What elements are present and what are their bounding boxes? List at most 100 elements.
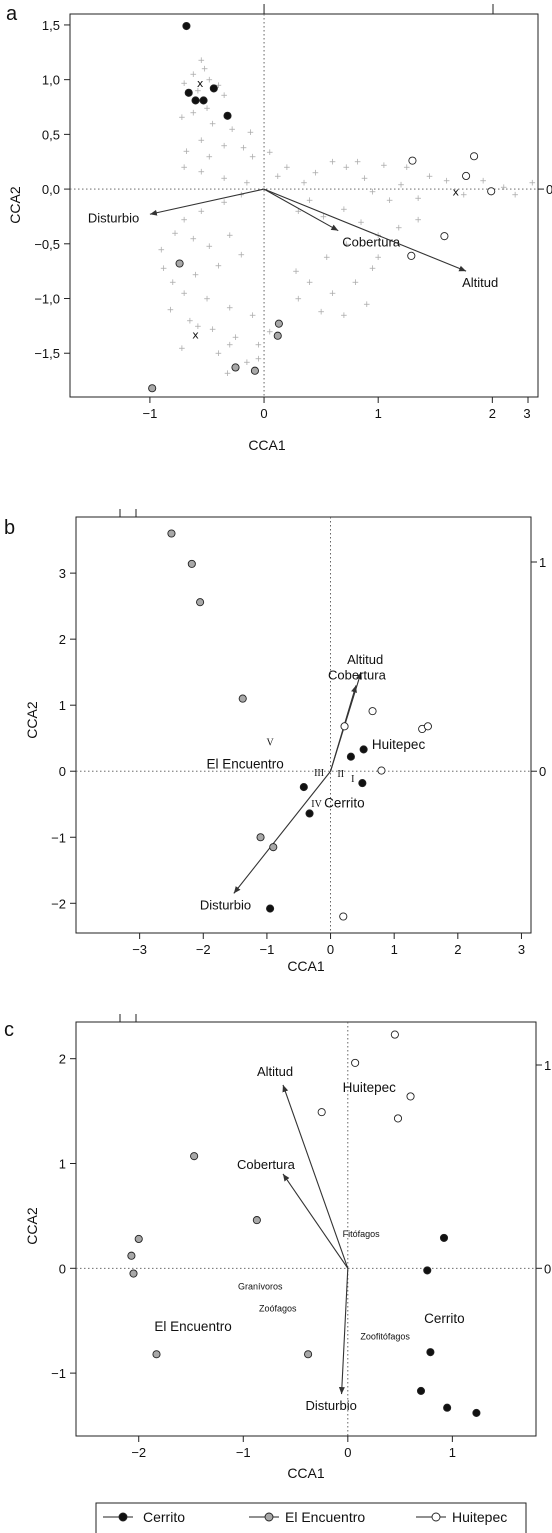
site-point-el-encuentro (152, 1350, 161, 1359)
species-point: + (180, 216, 188, 226)
y-tick-label: −1 (51, 1366, 66, 1381)
species-point: + (479, 176, 487, 186)
site-point-huitepec (470, 152, 479, 161)
y-tick-label: 2 (59, 632, 66, 647)
x-tick-label: 1 (449, 1445, 456, 1460)
site-point-huitepec (462, 171, 471, 181)
y-axis-label: CCA2 (24, 701, 40, 739)
site-point-huitepec (407, 251, 416, 260)
site-point-el-encuentro (127, 1251, 136, 1260)
panel-letter: a (6, 3, 18, 25)
arrow-label-disturbio: Disturbio (306, 1398, 357, 1413)
species-point: + (374, 253, 382, 263)
species-point: + (329, 158, 337, 168)
species-point: + (232, 333, 240, 343)
legend-label: Cerrito (143, 1509, 185, 1525)
species-point: + (203, 295, 211, 305)
arrow-label-disturbio: Disturbio (88, 210, 139, 225)
arrow-label-altitud: Altitud (347, 652, 383, 667)
arrow-label-altitud: Altitud (462, 275, 498, 290)
right-tick-label: 0 (539, 764, 546, 779)
site-point-cerrito (223, 111, 232, 120)
species-point: + (354, 158, 362, 168)
site-point-el-encuentro (304, 1350, 313, 1359)
arrow-disturbio (233, 770, 331, 894)
site-point-huitepec (487, 187, 496, 196)
site-point-el-encuentro (148, 384, 157, 393)
species-point: + (312, 169, 320, 179)
species-point: + (342, 240, 350, 250)
species-point: + (197, 56, 205, 66)
site-point-el-encuentro (238, 694, 247, 703)
arrow-label-altitud: Altitud (257, 1064, 293, 1079)
site-point-el-encuentro (273, 331, 282, 340)
plot-frame (75, 516, 532, 934)
site-point-el-encuentro (269, 843, 278, 852)
y-tick-label: 1,0 (42, 73, 60, 88)
site-point-cerrito (209, 84, 218, 93)
species-point: + (205, 152, 213, 162)
roman-label: V (266, 738, 274, 749)
site-label-huitepec: Huitepec (343, 1080, 397, 1095)
legend-marker (431, 1512, 441, 1522)
panel-letter: c (4, 1019, 14, 1041)
guild-label: Zoofitófagos (360, 1332, 410, 1342)
y-tick-label: −1 (51, 830, 66, 845)
species-point: + (226, 231, 234, 241)
species-point: + (201, 65, 209, 75)
arrow-cobertura (263, 188, 339, 232)
x-axis-label: CCA1 (248, 437, 286, 453)
x-tick-label: 0 (260, 406, 267, 421)
species-point: + (190, 70, 198, 80)
x-tick-label: −1 (236, 1445, 251, 1460)
site-point-cerrito (439, 1233, 449, 1242)
site-point-huitepec (390, 1030, 399, 1039)
species-point: + (205, 242, 213, 252)
legend-frame (95, 1502, 527, 1533)
species-point: + (215, 349, 223, 359)
arrow-altitud (282, 1084, 349, 1269)
species-point: + (255, 355, 263, 365)
species-point: + (194, 322, 202, 332)
species-point: + (194, 87, 202, 97)
x-tick-label: 3 (518, 942, 525, 957)
site-point-cerrito (426, 1348, 435, 1357)
right-tick-label: 1 (539, 555, 546, 570)
x-tick-label: −1 (142, 406, 157, 421)
roman-label: III (314, 768, 324, 779)
species-point: + (306, 196, 314, 206)
y-axis-label: CCA2 (24, 1207, 40, 1245)
species-point: + (220, 91, 228, 101)
species-point: + (197, 136, 205, 146)
species-point: + (224, 369, 232, 379)
species-point: + (357, 218, 365, 228)
site-point-huitepec (440, 232, 449, 241)
species-point: + (209, 325, 217, 335)
site-point-cerrito (423, 1266, 432, 1275)
species-point: + (190, 234, 198, 244)
roman-label: II (337, 769, 344, 780)
species-point: + (169, 278, 177, 288)
plot-frame (69, 13, 539, 398)
panel-letter: b (4, 517, 15, 539)
site-point-el-encuentro (252, 1216, 261, 1225)
x-tick-label-secondary: 3 (523, 406, 530, 421)
site-label-cerrito: Cerrito (424, 1311, 465, 1326)
site-point-el-encuentro (129, 1269, 138, 1278)
arrow-disturbio (338, 1268, 349, 1395)
y-tick-label: 0 (59, 764, 66, 779)
species-point: + (226, 340, 234, 350)
site-point-huitepec (393, 1114, 403, 1123)
species-point: + (197, 207, 205, 217)
species-point: + (500, 183, 508, 193)
y-tick-label: 0 (59, 1261, 66, 1276)
species-point: + (243, 179, 251, 189)
species-point: + (237, 251, 245, 261)
site-point-cerrito (305, 809, 314, 818)
species-point: + (295, 295, 303, 305)
site-point-cerrito (359, 745, 368, 754)
arrow-label-cobertura: Cobertura (237, 1157, 296, 1172)
y-axis-label: CCA2 (7, 186, 23, 224)
x-tick-label: −3 (132, 942, 147, 957)
